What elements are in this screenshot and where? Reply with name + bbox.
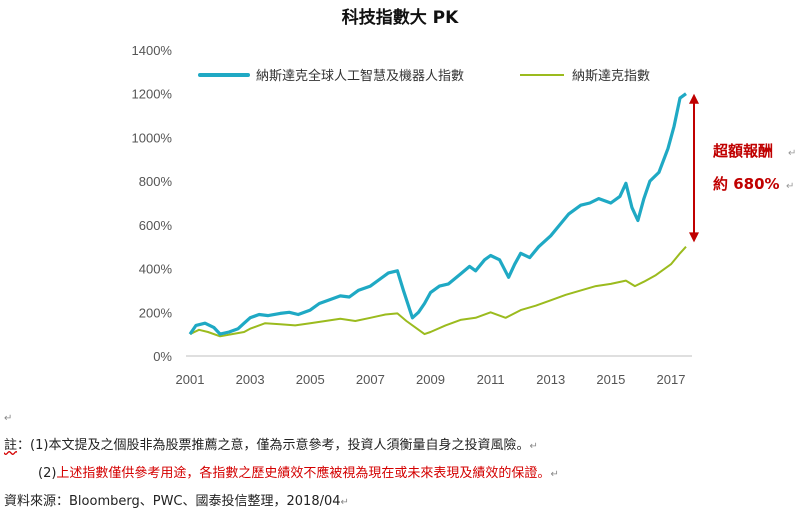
- y-tick-label: 1200%: [132, 87, 173, 102]
- x-tick-label: 2005: [296, 372, 325, 387]
- y-tick-label: 0%: [153, 349, 172, 364]
- y-tick-label: 1000%: [132, 130, 173, 145]
- y-tick-label: 800%: [139, 174, 173, 189]
- x-tick-label: 2011: [477, 372, 505, 387]
- x-tick-label: 2001: [176, 372, 205, 387]
- annotation-line-1: 超額報酬: [712, 142, 773, 160]
- paragraph-mark: ↵: [786, 181, 794, 192]
- source-line: 資料來源：Bloomberg、PWC、國泰投信整理，2018/04↵: [4, 488, 796, 516]
- note-2-number: (2): [38, 466, 57, 481]
- note-colon: ：: [17, 438, 31, 453]
- paragraph-mark: ↵: [340, 497, 349, 508]
- note-1-text: (1)本文提及之個股非為股票推薦之意，僅為示意參考，投資人須衡量自身之投資風險。: [30, 438, 530, 453]
- chart: 科技指數大 PK 0% 200% 400% 600% 800% 1000% 1200% 140…: [132, 7, 797, 387]
- x-tick-label: 2009: [416, 372, 445, 387]
- legend-label-robotics: 納斯達克全球人工智慧及機器人指數: [256, 68, 464, 84]
- series-layer: [188, 92, 687, 338]
- annotation-arrowhead-up: [689, 93, 699, 104]
- note-2-text: 上述指數僅供參考用途，各指數之歷史績效不應被視為現在或未來表現及績效的保證。: [56, 466, 551, 481]
- y-tick-label: 200%: [139, 305, 173, 320]
- chart-title: 科技指數大 PK: [342, 7, 459, 28]
- x-axis: 2001 2003 2005 2007 2009 2011 2013 2015 2017: [176, 372, 686, 387]
- x-tick-label: 2017: [657, 372, 686, 387]
- y-axis: 0% 200% 400% 600% 800% 1000% 1200% 1400%: [132, 43, 173, 364]
- paragraph-mark: ↵: [4, 413, 13, 424]
- y-tick-label: 1400%: [132, 43, 173, 58]
- x-tick-label: 2003: [236, 372, 265, 387]
- y-tick-label: 600%: [139, 218, 173, 233]
- paragraph-mark: ↵: [788, 148, 796, 159]
- paragraph-mark: ↵: [550, 469, 559, 480]
- note-1: 註：(1)本文提及之個股非為股票推薦之意，僅為示意參考，投資人須衡量自身之投資風…: [4, 432, 796, 460]
- excess-return-annotation: 超額報酬 約 680% ↵ ↵: [689, 93, 796, 243]
- annotation-arrowhead-down: [689, 232, 699, 243]
- paragraph-mark: ↵: [529, 441, 538, 452]
- y-tick-label: 400%: [139, 262, 173, 277]
- series-line-robotics: [188, 92, 687, 336]
- blank-line: ↵: [4, 404, 796, 432]
- legend-label-nasdaq: 納斯達克指數: [572, 69, 650, 84]
- note-2: (2)上述指數僅供參考用途，各指數之歷史績效不應被視為現在或未來表現及績效的保證…: [4, 460, 796, 488]
- series-line-nasdaq: [189, 246, 687, 338]
- footnotes: ↵ 註：(1)本文提及之個股非為股票推薦之意，僅為示意參考，投資人須衡量自身之投…: [4, 404, 796, 516]
- legend: 納斯達克全球人工智慧及機器人指數 納斯達克指數: [198, 68, 650, 84]
- x-tick-label: 2007: [356, 372, 385, 387]
- x-tick-label: 2015: [596, 372, 625, 387]
- x-tick-label: 2013: [536, 372, 565, 387]
- annotation-line-2: 約 680%: [713, 175, 780, 193]
- note-label: 註: [4, 438, 18, 453]
